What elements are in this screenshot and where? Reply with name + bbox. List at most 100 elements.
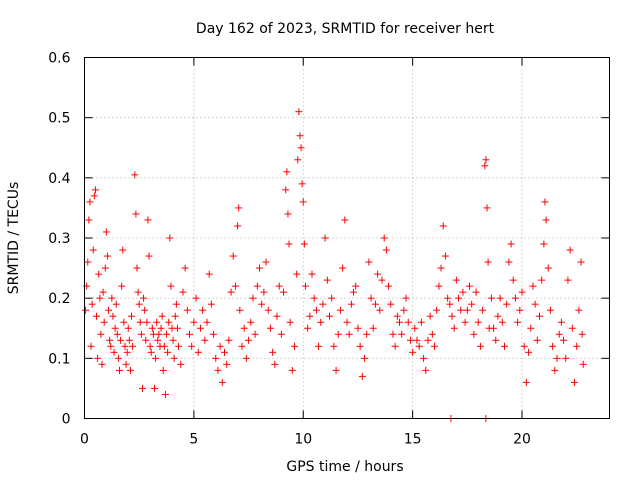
y-axis-label: SRMTID / TECUs	[6, 182, 22, 295]
data-point	[339, 264, 347, 272]
data-point	[299, 198, 307, 206]
data-point	[245, 336, 253, 344]
data-point	[505, 258, 513, 266]
data-point	[170, 354, 178, 362]
data-point	[466, 282, 473, 290]
data-point	[288, 366, 296, 374]
data-point	[225, 336, 233, 344]
data-point	[541, 198, 549, 206]
data-point	[498, 318, 506, 326]
data-point	[169, 336, 177, 344]
data-point	[411, 324, 419, 332]
data-point	[196, 324, 204, 332]
data-point	[297, 144, 305, 152]
data-point	[577, 258, 585, 266]
data-point	[573, 342, 581, 350]
data-point	[341, 216, 349, 224]
data-point	[560, 336, 568, 344]
data-point	[121, 342, 129, 350]
data-point	[306, 312, 314, 320]
data-point	[157, 324, 165, 332]
data-point	[271, 360, 279, 368]
data-point	[308, 270, 316, 278]
data-point	[207, 300, 215, 308]
data-point	[470, 330, 478, 338]
data-point	[84, 258, 92, 266]
data-point	[369, 324, 377, 332]
data-point	[140, 294, 148, 302]
data-point	[173, 324, 181, 332]
data-point	[426, 312, 434, 320]
data-point	[132, 210, 140, 218]
data-point	[247, 318, 255, 326]
data-point	[131, 171, 139, 179]
data-point	[546, 306, 554, 314]
data-point	[490, 324, 498, 332]
data-point	[328, 294, 336, 302]
data-point	[538, 276, 546, 284]
data-point	[163, 330, 171, 338]
data-point	[575, 306, 583, 314]
data-point	[482, 156, 490, 164]
data-point	[484, 258, 492, 266]
data-point	[345, 330, 353, 338]
data-point	[89, 246, 97, 254]
x-tick-label: 20	[513, 432, 531, 448]
data-point	[97, 330, 105, 338]
data-point	[256, 264, 263, 272]
data-point	[492, 336, 500, 344]
data-point	[123, 348, 131, 356]
data-point	[194, 348, 202, 356]
data-point	[109, 312, 117, 320]
chart-title: Day 162 of 2023, SRMTID for receiver her…	[196, 21, 495, 37]
data-point	[555, 330, 563, 338]
data-point	[300, 240, 308, 248]
data-point	[380, 234, 388, 242]
data-point	[107, 342, 115, 350]
data-point	[544, 264, 552, 272]
y-tick-label: 0.2	[48, 291, 70, 307]
data-point	[452, 276, 460, 284]
data-point	[171, 312, 179, 320]
data-point	[295, 108, 303, 116]
data-point	[114, 354, 122, 362]
data-point	[229, 252, 237, 260]
data-point	[138, 384, 146, 392]
data-point	[356, 342, 364, 350]
data-point	[391, 342, 399, 350]
data-point	[144, 216, 152, 224]
data-point	[203, 318, 211, 326]
data-point	[122, 360, 130, 368]
data-point	[378, 276, 386, 284]
data-point	[358, 372, 366, 380]
data-point	[312, 306, 320, 314]
data-point	[474, 318, 482, 326]
data-point	[128, 312, 136, 320]
data-point	[216, 342, 224, 350]
data-point	[479, 306, 487, 314]
data-point	[317, 318, 325, 326]
data-point	[385, 282, 393, 290]
data-point	[406, 336, 414, 344]
data-point	[95, 270, 103, 278]
data-point	[158, 312, 166, 320]
data-point	[192, 294, 200, 302]
data-point	[280, 288, 288, 296]
data-point	[100, 318, 108, 326]
data-point	[183, 306, 191, 314]
data-point	[141, 306, 149, 314]
data-point	[514, 318, 522, 326]
data-point	[231, 282, 239, 290]
data-point	[221, 348, 228, 356]
data-point	[262, 258, 270, 266]
data-point	[435, 282, 443, 290]
data-point	[549, 342, 557, 350]
data-point	[143, 318, 151, 326]
data-point	[93, 312, 101, 320]
data-point	[110, 348, 118, 356]
data-point	[273, 312, 281, 320]
data-point	[476, 342, 484, 350]
data-point	[94, 354, 102, 362]
data-point	[487, 294, 495, 302]
